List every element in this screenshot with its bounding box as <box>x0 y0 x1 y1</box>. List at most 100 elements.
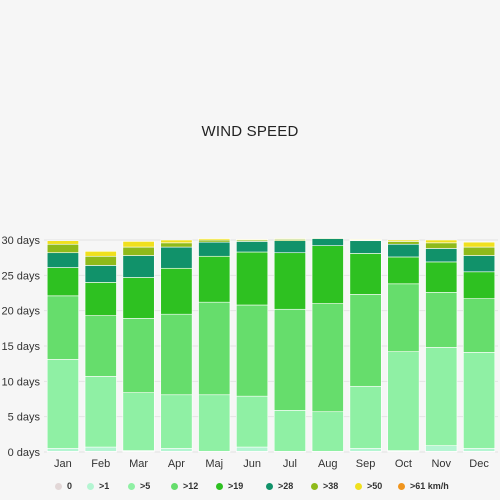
bar-segment[interactable] <box>122 246 155 256</box>
bar-segment[interactable] <box>84 446 117 452</box>
bar-stack-dec[interactable] <box>463 241 496 453</box>
bar-segment[interactable] <box>160 313 193 396</box>
bar-segment[interactable] <box>122 318 155 393</box>
bar-stack-jan[interactable] <box>46 240 79 453</box>
bar-segment[interactable] <box>84 282 117 316</box>
bar-segment[interactable] <box>198 301 231 396</box>
bar-segment[interactable] <box>84 265 117 283</box>
bar-segment[interactable] <box>425 248 458 263</box>
bar-segment[interactable] <box>463 246 496 256</box>
bar-segment[interactable] <box>46 448 79 452</box>
bar-segment[interactable] <box>122 241 155 248</box>
bar-segment[interactable] <box>387 256 420 285</box>
bar-segment[interactable] <box>349 448 382 452</box>
bar-segment[interactable] <box>122 277 155 319</box>
legend-item[interactable]: >19 <box>216 481 243 491</box>
bar-segment[interactable] <box>425 261 458 293</box>
bar-segment[interactable] <box>236 241 269 253</box>
bar-segment[interactable] <box>84 251 117 257</box>
bar-segment[interactable] <box>425 239 458 244</box>
bar-segment[interactable] <box>236 238 269 241</box>
bar-segment[interactable] <box>160 242 193 248</box>
bar-segment[interactable] <box>84 376 117 448</box>
bar-segment[interactable] <box>387 241 420 245</box>
bar-segment[interactable] <box>349 294 382 387</box>
bar-stack-aug[interactable] <box>311 237 344 453</box>
bar-stack-apr[interactable] <box>160 239 193 453</box>
legend-item[interactable]: 0 <box>55 481 72 491</box>
bar-segment[interactable] <box>46 240 79 245</box>
bar-segment[interactable] <box>46 243 79 254</box>
bar-segment[interactable] <box>46 359 79 449</box>
bar-segment[interactable] <box>311 303 344 413</box>
bar-segment[interactable] <box>273 410 306 452</box>
legend-item[interactable]: >5 <box>128 481 150 491</box>
bar-segment[interactable] <box>84 315 117 377</box>
bar-segment[interactable] <box>198 238 231 241</box>
bar-segment[interactable] <box>387 243 420 258</box>
bar-segment[interactable] <box>236 446 269 452</box>
bar-segment[interactable] <box>463 271 496 299</box>
legend-item[interactable]: >38 <box>311 481 338 491</box>
bar-segment[interactable] <box>122 255 155 278</box>
bar-segment[interactable] <box>198 255 231 303</box>
bar-stack-jul[interactable] <box>273 238 306 453</box>
legend-item[interactable]: >28 <box>266 481 293 491</box>
bar-segment[interactable] <box>160 267 193 315</box>
bar-segment[interactable] <box>311 411 344 452</box>
bar-segment[interactable] <box>46 267 79 297</box>
x-tick-label: Feb <box>91 458 110 470</box>
bar-stack-jun[interactable] <box>236 238 269 453</box>
bar-segment[interactable] <box>425 347 458 446</box>
bar-segment[interactable] <box>160 246 193 269</box>
bar-segment[interactable] <box>311 237 344 239</box>
bar-segment[interactable] <box>463 241 496 248</box>
bar-segment[interactable] <box>349 253 382 295</box>
bar-segment[interactable] <box>425 242 458 249</box>
bar-segment[interactable] <box>236 304 269 397</box>
bar-segment[interactable] <box>236 395 269 448</box>
bar-segment[interactable] <box>84 255 117 266</box>
legend-item[interactable]: >12 <box>171 481 198 491</box>
bar-segment[interactable] <box>273 252 306 310</box>
bar-segment[interactable] <box>463 255 496 273</box>
bar-segment[interactable] <box>463 352 496 449</box>
legend-label: >50 <box>367 481 383 491</box>
bar-segment[interactable] <box>311 238 344 246</box>
bar-segment[interactable] <box>387 239 420 242</box>
bar-segment[interactable] <box>387 283 420 352</box>
legend-item[interactable]: >50 <box>355 481 382 491</box>
bar-segment[interactable] <box>160 448 193 452</box>
legend-item[interactable]: >1 <box>87 481 109 491</box>
bar-segment[interactable] <box>198 241 231 257</box>
legend-item[interactable]: >61 km/h <box>398 481 449 491</box>
bar-segment[interactable] <box>198 239 231 243</box>
bar-segment[interactable] <box>236 251 269 306</box>
bar-stack-maj[interactable] <box>198 238 231 453</box>
bar-segment[interactable] <box>425 445 458 452</box>
bar-segment[interactable] <box>349 240 382 254</box>
bar-stack-feb[interactable] <box>84 251 117 453</box>
bar-segment[interactable] <box>198 394 231 452</box>
bar-segment[interactable] <box>46 295 79 360</box>
bar-segment[interactable] <box>463 448 496 452</box>
legend-label: >61 km/h <box>410 481 449 491</box>
bar-segment[interactable] <box>311 245 344 304</box>
bar-segment[interactable] <box>463 298 496 353</box>
bar-segment[interactable] <box>273 240 306 254</box>
bar-segment[interactable] <box>387 351 420 451</box>
bar-segment[interactable] <box>122 392 155 451</box>
bar-stack-nov[interactable] <box>425 239 458 453</box>
bar-stack-sep[interactable] <box>349 238 382 453</box>
bar-stack-oct[interactable] <box>387 239 420 453</box>
bar-segment[interactable] <box>273 238 306 240</box>
bar-segment[interactable] <box>46 252 79 268</box>
bar-segment[interactable] <box>349 238 382 241</box>
bar-segment[interactable] <box>273 308 306 411</box>
bar-segment[interactable] <box>160 394 193 449</box>
bar-segment[interactable] <box>425 291 458 348</box>
x-tick-label: Mar <box>129 458 148 470</box>
bar-segment[interactable] <box>349 385 382 449</box>
bar-segment[interactable] <box>160 239 193 244</box>
bar-stack-mar[interactable] <box>122 241 155 453</box>
